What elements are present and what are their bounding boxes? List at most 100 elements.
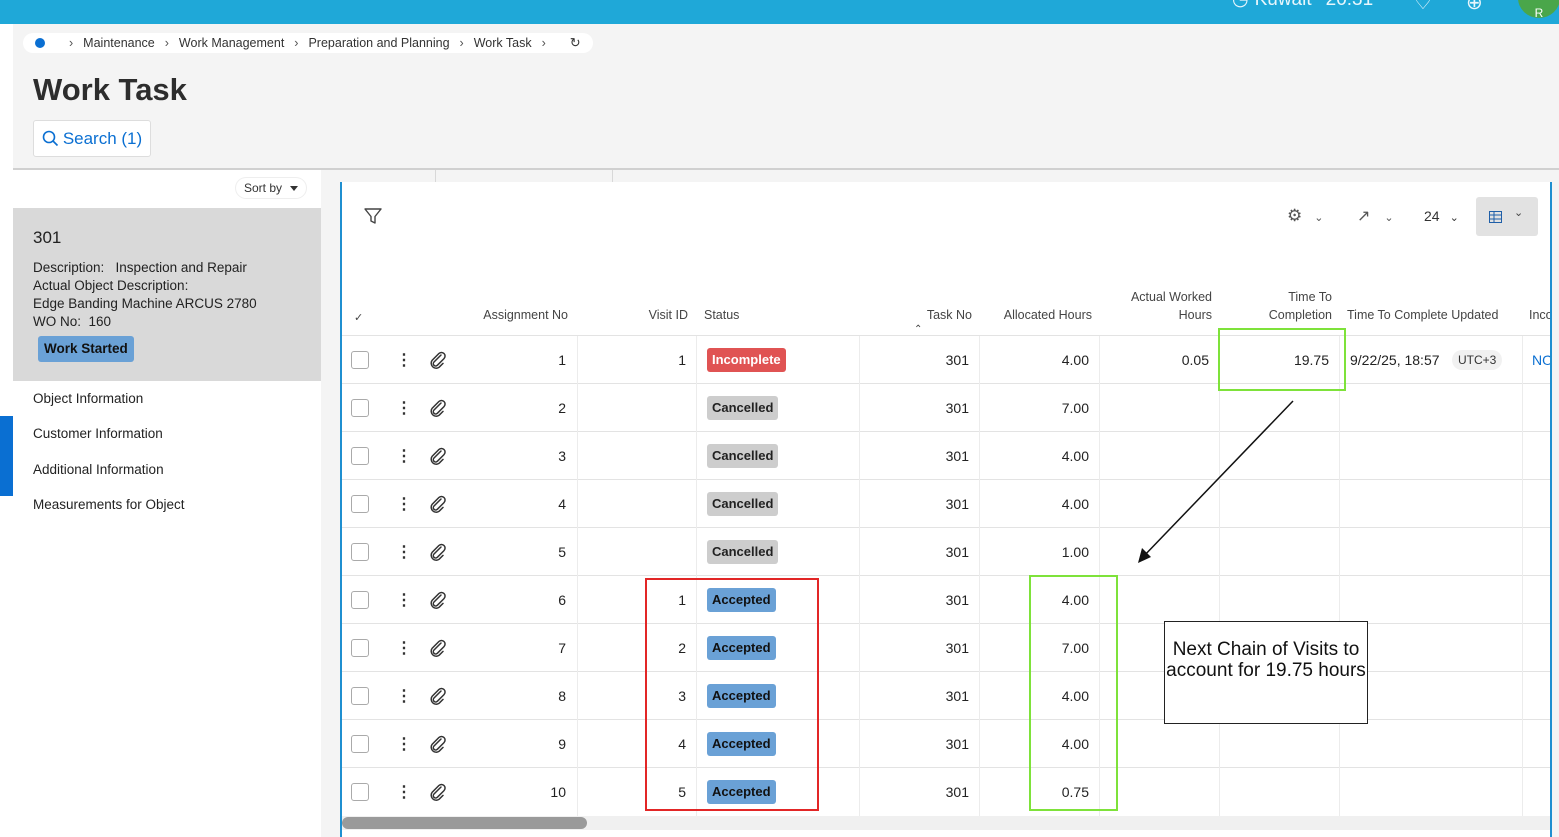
breadcrumb: › Maintenance › Work Management › Prepar… [23, 33, 593, 53]
annotation-arrow [1138, 400, 1294, 563]
more-vertical-icon[interactable]: ⋮ [396, 688, 412, 705]
col-time-to-complete-updated[interactable]: Time To Complete Updated [1347, 308, 1499, 322]
allocated-hours: 4.00 [1061, 688, 1089, 704]
divider [577, 336, 578, 816]
timezone-label: Kuwait [1255, 0, 1312, 10]
paperclip-icon[interactable] [429, 399, 447, 417]
search-icon [42, 130, 58, 147]
export-menu[interactable]: ↗ ⌄ [1357, 206, 1394, 226]
divider [342, 479, 1550, 480]
allocated-hours: 4.00 [1061, 736, 1089, 752]
paperclip-icon[interactable] [429, 351, 447, 369]
assignment-no: 9 [558, 736, 566, 752]
paperclip-icon[interactable] [429, 687, 447, 705]
paperclip-icon[interactable] [429, 783, 447, 801]
breadcrumb-item[interactable]: Work Management [178, 36, 285, 50]
object-desc-label: Actual Object Description: [33, 278, 189, 293]
time-to-complete-updated: 9/22/25, 18:57 [1350, 352, 1440, 368]
col-time-to-completion[interactable]: Time To Completion [1230, 288, 1332, 324]
sidebar-item-object-information[interactable]: Object Information [33, 391, 144, 406]
allocated-hours: 0.75 [1061, 784, 1089, 800]
divider [342, 623, 1550, 624]
sidebar-item-measurements[interactable]: Measurements for Object [33, 497, 185, 512]
paperclip-icon[interactable] [429, 543, 447, 561]
col-actual-worked-hours[interactable]: Actual Worked Hours [1110, 288, 1212, 324]
more-vertical-icon[interactable]: ⋮ [396, 736, 412, 753]
paperclip-icon[interactable] [429, 447, 447, 465]
paperclip-icon[interactable] [429, 591, 447, 609]
sort-by-dropdown[interactable]: Sort by [236, 178, 307, 198]
active-section-marker [0, 416, 13, 496]
row-checkbox[interactable] [351, 351, 369, 369]
divider [342, 575, 1550, 576]
more-vertical-icon[interactable]: ⋮ [396, 352, 412, 369]
settings-menu[interactable]: ⚙ ⌄ [1287, 206, 1323, 226]
scrollbar-thumb[interactable] [342, 817, 587, 829]
breadcrumb-item[interactable]: Maintenance [83, 36, 155, 50]
col-inco[interactable]: Inco [1529, 308, 1550, 322]
col-task-no[interactable]: Task No [926, 308, 972, 322]
more-vertical-icon[interactable]: ⋮ [396, 784, 412, 801]
col-status[interactable]: Status [704, 308, 740, 322]
task-no: 301 [945, 544, 969, 560]
row-checkbox[interactable] [351, 687, 369, 705]
row-checkbox[interactable] [351, 639, 369, 657]
breadcrumb-item[interactable]: Work Task [473, 36, 532, 50]
more-vertical-icon[interactable]: ⋮ [396, 496, 412, 513]
row-checkbox[interactable] [351, 399, 369, 417]
filter-icon[interactable] [364, 207, 382, 225]
horizontal-scrollbar[interactable] [342, 816, 1550, 830]
row-checkbox[interactable] [351, 591, 369, 609]
divider [342, 335, 1550, 336]
avatar[interactable]: R [1518, 0, 1559, 20]
col-visit-id[interactable]: Visit ID [648, 308, 688, 322]
paperclip-icon[interactable] [429, 639, 447, 657]
allocated-hours: 4.00 [1061, 448, 1089, 464]
more-vertical-icon[interactable]: ⋮ [396, 448, 412, 465]
status-badge: Cancelled [707, 540, 779, 564]
visit-id: 5 [678, 784, 686, 800]
task-no: 301 [945, 784, 969, 800]
paperclip-icon[interactable] [429, 735, 447, 753]
add-icon[interactable]: ⊕ [1466, 0, 1483, 14]
time-to-completion: 19.75 [1293, 352, 1329, 368]
view-toggle-button[interactable]: ⌄ [1476, 197, 1538, 236]
row-checkbox[interactable] [351, 735, 369, 753]
record-id: 301 [33, 228, 62, 247]
inco-value[interactable]: NO [1532, 352, 1550, 368]
breadcrumb-item[interactable]: Preparation and Planning [308, 36, 450, 50]
row-checkbox[interactable] [351, 495, 369, 513]
sidebar-item-additional-information[interactable]: Additional Information [33, 462, 164, 477]
description-value: Inspection and Repair [115, 260, 247, 275]
task-no: 301 [945, 496, 969, 512]
page-size-select[interactable]: 24 ⌄ [1424, 208, 1459, 224]
paperclip-icon[interactable] [429, 495, 447, 513]
row-checkbox[interactable] [351, 543, 369, 561]
assignment-no: 7 [558, 640, 566, 656]
more-vertical-icon[interactable]: ⋮ [396, 640, 412, 657]
table-panel [340, 182, 1552, 837]
col-allocated-hours[interactable]: Allocated Hours [1003, 308, 1092, 322]
divider [1522, 336, 1523, 816]
assignment-no: 1 [558, 352, 566, 368]
description-label: Description: [33, 260, 105, 275]
more-vertical-icon[interactable]: ⋮ [396, 400, 412, 417]
divider [342, 671, 1550, 672]
more-vertical-icon[interactable]: ⋮ [396, 592, 412, 609]
home-icon[interactable] [35, 38, 45, 48]
select-all-check[interactable]: ✓ [354, 312, 364, 324]
highlight-box-completion [1218, 328, 1346, 391]
status-badge: Cancelled [707, 444, 779, 468]
row-checkbox[interactable] [351, 447, 369, 465]
chevron-down-icon: ⌄ [1314, 212, 1324, 224]
refresh-icon[interactable]: ↻ [569, 35, 581, 50]
row-checkbox[interactable] [351, 783, 369, 801]
sort-by-label: Sort by [244, 181, 283, 195]
timezone-clock[interactable]: ◷ Kuwait 20:31 [1232, 0, 1373, 11]
bell-icon[interactable]: ♡ [1414, 0, 1432, 14]
more-vertical-icon[interactable]: ⋮ [396, 544, 412, 561]
search-button[interactable]: Search (1) [33, 120, 151, 157]
col-assignment-no[interactable]: Assignment No [483, 308, 568, 322]
assignment-no: 3 [558, 448, 566, 464]
sidebar-item-customer-information[interactable]: Customer Information [33, 426, 163, 441]
